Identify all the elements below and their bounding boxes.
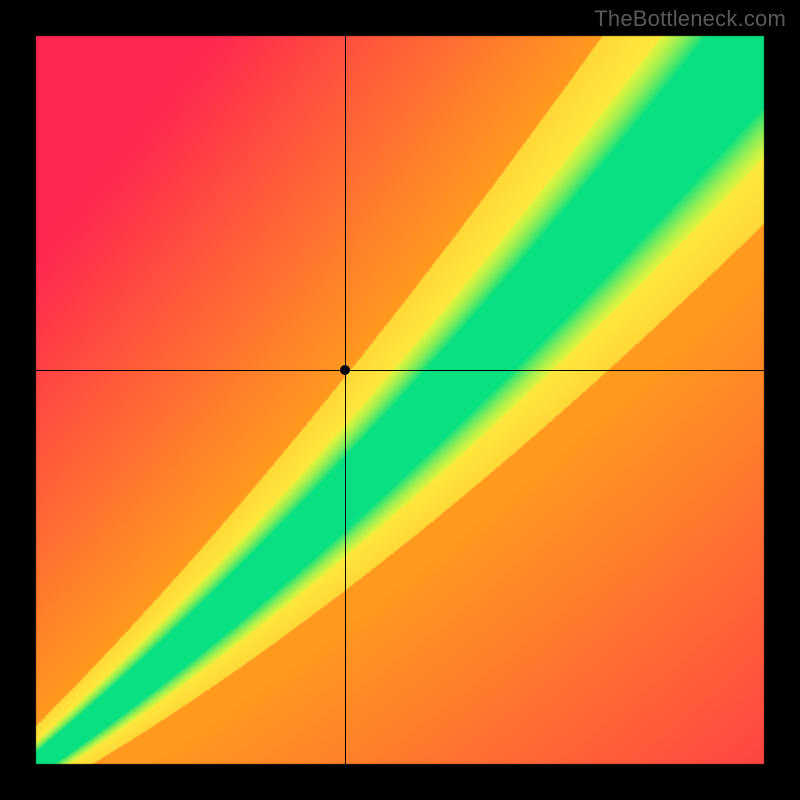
chart-container: TheBottleneck.com [0,0,800,800]
crosshair-horizontal-line [36,370,764,371]
crosshair-vertical-line [345,36,346,764]
watermark-text: TheBottleneck.com [594,6,786,32]
heatmap-canvas [0,0,800,800]
crosshair-dot [340,365,350,375]
